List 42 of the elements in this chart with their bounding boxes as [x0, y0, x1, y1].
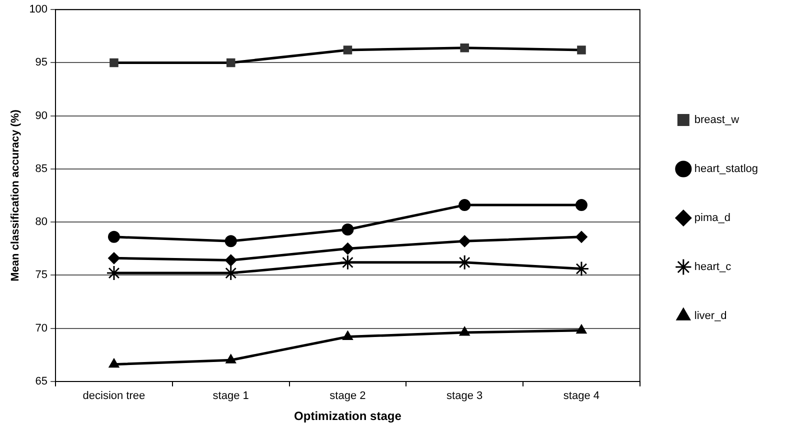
point — [340, 254, 356, 270]
point — [459, 326, 470, 336]
y-tick-label: 75 — [35, 269, 48, 282]
y-tick-label: 95 — [35, 56, 48, 69]
x-axis-title: Optimization stage — [294, 409, 402, 424]
point — [343, 46, 352, 54]
legend-label: breast_w — [694, 114, 740, 126]
point — [224, 235, 237, 248]
legend-label: liver_d — [694, 310, 727, 322]
y-tick-label: 80 — [35, 216, 48, 228]
legend-label: heart_statlog — [694, 163, 758, 176]
legend-label: heart_c — [694, 261, 732, 274]
point — [342, 330, 353, 340]
x-tick-label: stage 4 — [563, 390, 600, 402]
x-tick-label: stage 1 — [212, 390, 249, 402]
y-tick-label: 65 — [35, 375, 48, 388]
x-tick-label: stage 2 — [330, 390, 366, 402]
point — [108, 252, 120, 264]
y-tick-label: 100 — [29, 4, 48, 16]
point — [458, 235, 471, 248]
point — [226, 354, 236, 364]
point — [108, 358, 120, 368]
point — [342, 242, 354, 255]
x-tick-label: stage 3 — [446, 390, 483, 402]
point — [458, 199, 471, 212]
x-tick-label: decision tree — [82, 390, 146, 402]
point — [223, 265, 239, 281]
legend-label: pima_d — [694, 212, 730, 224]
y-tick-label: 90 — [35, 110, 48, 122]
point — [575, 230, 588, 243]
point — [342, 223, 354, 236]
point — [110, 58, 118, 68]
point — [577, 46, 586, 54]
y-tick-label: 70 — [35, 322, 48, 334]
point — [575, 199, 588, 212]
point — [226, 58, 236, 68]
point — [576, 324, 587, 334]
point — [108, 230, 120, 243]
y-axis-title: Mean classification accuracy (%) — [10, 109, 22, 282]
point — [460, 43, 469, 52]
y-tick-label: 85 — [35, 162, 48, 175]
point — [224, 254, 237, 266]
